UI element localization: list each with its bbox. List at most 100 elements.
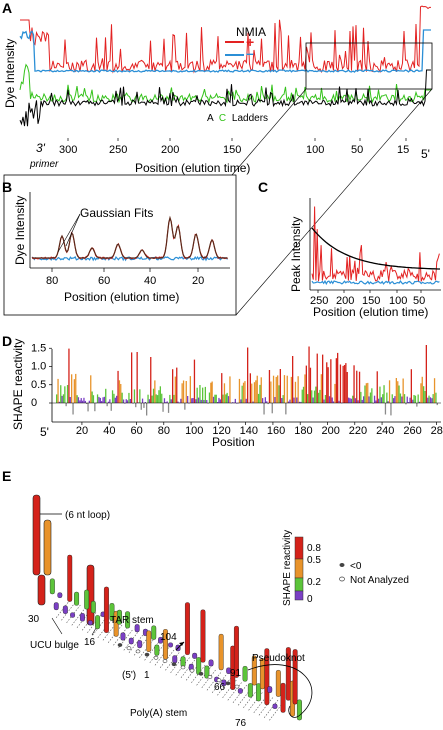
nucleotide-marker [162, 659, 168, 663]
reactivity-bar [432, 394, 434, 403]
reactivity-bar [185, 381, 187, 403]
base-pair-rung [71, 607, 86, 626]
zoom-line-left [231, 88, 307, 176]
reactivity-bar [267, 403, 269, 405]
reactivity-bar [405, 403, 407, 405]
reactivity-bar [387, 401, 389, 403]
base-pair-rung [97, 619, 112, 639]
reactivity-bar [391, 394, 393, 403]
reactivity-bar [324, 395, 327, 403]
reactivity-bar [151, 395, 153, 403]
nucleotide-cylinder [280, 682, 286, 713]
zoom-line-right [235, 88, 433, 316]
panel-c-minus-trace [311, 279, 440, 286]
reactivity-bar [139, 389, 141, 403]
reactivity-bar [300, 401, 302, 403]
reactivity-bar [338, 400, 340, 403]
reactivity-bar [58, 401, 60, 403]
reactivity-bar [192, 398, 194, 403]
reactivity-bar [245, 398, 247, 403]
nucleotide-cylinder [137, 640, 143, 649]
base-pair-rung [232, 684, 248, 704]
reactivity-bar [283, 375, 286, 403]
reactivity-bar [122, 399, 125, 403]
reactivity-bar [94, 403, 96, 412]
primer-3prime: 3' [36, 141, 46, 155]
nucleotide-cylinder [237, 688, 243, 694]
nucleotide-cylinder [267, 686, 273, 694]
base-pair-rung [201, 669, 216, 689]
reactivity-bar [253, 382, 256, 403]
reactivity-bar [206, 400, 208, 403]
nucleotide-cylinder [168, 642, 174, 648]
reactivity-bar [172, 369, 174, 403]
reactivity-bar [187, 396, 189, 403]
nt-30-label: 30 [28, 614, 40, 625]
reactivity-bar [125, 399, 127, 403]
legend-na-label: Not Analyzed [350, 575, 409, 586]
panel-b-letter: B [2, 179, 12, 195]
minus-nmia-trace [19, 29, 431, 73]
reactivity-bar [262, 398, 264, 403]
loop-label: (6 nt loop) [65, 510, 110, 521]
reactivity-bar [92, 395, 95, 403]
reactivity-bar [177, 401, 179, 403]
reactivity-bar [274, 397, 276, 403]
primer-label: primer [29, 159, 59, 170]
nt-16-label: 16 [84, 637, 96, 648]
reactivity-bar [298, 401, 301, 403]
reactivity-bar [226, 392, 228, 403]
reactivity-bar [268, 370, 271, 403]
base-pair-rung [216, 677, 232, 696]
panel-d-ytick-label: 1.5 [31, 342, 46, 354]
reactivity-bar [294, 381, 297, 403]
nt-91-label: 91 [230, 668, 242, 679]
nucleotide-cylinder [256, 683, 261, 702]
reactivity-bar [320, 374, 322, 403]
panel-c-tick-label: 250 [310, 295, 328, 307]
reactivity-bar [342, 365, 344, 403]
legend-swatch-zero [294, 590, 304, 601]
reactivity-bar [84, 400, 86, 403]
reactivity-bar [420, 383, 422, 403]
reactivity-bar [81, 400, 84, 403]
reactivity-bar [204, 386, 206, 403]
reactivity-bar [71, 374, 73, 403]
reactivity-bar [229, 376, 231, 403]
nucleotide-cylinder [172, 655, 178, 664]
reactivity-bar [259, 384, 261, 403]
reactivity-bar [240, 399, 242, 403]
reactivity-bar [73, 379, 75, 403]
reactivity-bar [132, 403, 134, 404]
reactivity-bar [393, 398, 395, 403]
reactivity-bar [356, 370, 358, 403]
panel-b-xlabel: Position (elution time) [64, 290, 179, 304]
panel-a-letter: A [2, 0, 12, 16]
reactivity-bar [317, 392, 320, 403]
reactivity-bar [304, 374, 306, 403]
nucleotide-cylinder [247, 683, 253, 698]
reactivity-bar [232, 402, 234, 403]
panel-d-xtick-label: 160 [267, 425, 285, 437]
panel-b-ylabel: Dye Intensity [13, 196, 27, 265]
reactivity-bar [57, 378, 59, 403]
nucleotide-cylinder [43, 519, 52, 576]
reactivity-bar [266, 401, 268, 403]
reactivity-bar [68, 348, 70, 403]
legend-title: SHAPE reactivity [282, 530, 293, 606]
panel-d-xtick-label: 260 [403, 425, 421, 437]
nucleotide-cylinder [292, 649, 298, 705]
legend-value-0-8: 0.8 [307, 543, 321, 554]
panel-e-letter: E [2, 468, 11, 484]
reactivity-bar [162, 403, 164, 412]
nucleotide-cylinder [87, 620, 93, 626]
reactivity-bar [421, 376, 423, 403]
reactivity-bar [312, 397, 314, 403]
legend-na-marker [339, 576, 345, 582]
reactivity-bar [328, 396, 331, 403]
reactivity-bar [126, 400, 129, 403]
nucleotide-cylinder [84, 589, 90, 610]
legend-plus-symbol: + [246, 34, 254, 50]
reactivity-bar [275, 376, 277, 403]
base-pair-rung [128, 634, 144, 654]
